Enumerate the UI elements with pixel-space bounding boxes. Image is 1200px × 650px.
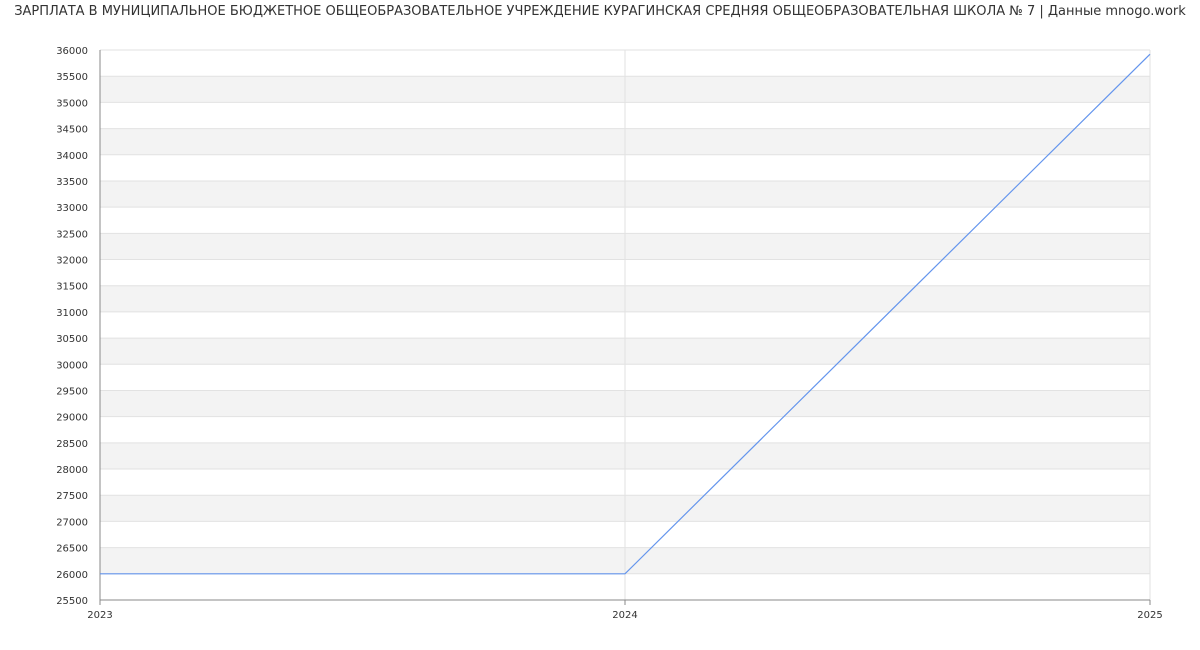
y-tick-label: 28500 bbox=[56, 439, 88, 450]
y-tick-label: 27000 bbox=[56, 517, 88, 528]
x-tick-label: 2025 bbox=[1137, 610, 1162, 621]
y-tick-label: 27500 bbox=[56, 491, 88, 502]
y-tick-label: 28000 bbox=[56, 465, 88, 476]
y-tick-label: 26500 bbox=[56, 544, 88, 555]
y-tick-label: 30500 bbox=[56, 334, 88, 345]
y-tick-label: 33500 bbox=[56, 177, 88, 188]
y-tick-label: 34500 bbox=[56, 125, 88, 136]
y-tick-label: 34000 bbox=[56, 151, 88, 162]
y-tick-label: 32000 bbox=[56, 256, 88, 267]
chart-title: ЗАРПЛАТА В МУНИЦИПАЛЬНОЕ БЮДЖЕТНОЕ ОБЩЕО… bbox=[14, 4, 1186, 19]
x-tick-label: 2023 bbox=[87, 610, 112, 621]
y-tick-label: 29000 bbox=[56, 413, 88, 424]
x-tick-label: 2024 bbox=[612, 610, 637, 621]
y-tick-label: 30000 bbox=[56, 360, 88, 371]
y-tick-label: 35500 bbox=[56, 72, 88, 83]
y-tick-label: 31500 bbox=[56, 282, 88, 293]
y-tick-label: 31000 bbox=[56, 308, 88, 319]
y-tick-label: 29500 bbox=[56, 386, 88, 397]
y-tick-label: 33000 bbox=[56, 203, 88, 214]
y-tick-label: 26000 bbox=[56, 570, 88, 581]
y-tick-label: 32500 bbox=[56, 229, 88, 240]
y-tick-label: 36000 bbox=[56, 46, 88, 57]
y-tick-label: 35000 bbox=[56, 98, 88, 109]
y-tick-label: 25500 bbox=[56, 596, 88, 607]
